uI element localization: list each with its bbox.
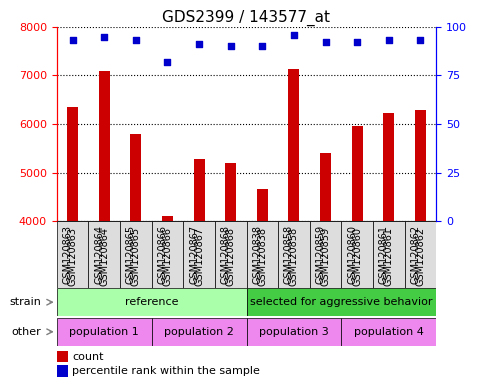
Text: GSM120859: GSM120859 [320,227,331,286]
Text: GSM120866: GSM120866 [162,227,173,286]
Bar [310,221,341,288]
Text: other: other [11,327,41,337]
Point [195,41,203,48]
Bar [341,221,373,288]
Bar [99,71,109,221]
Text: GSM120859: GSM120859 [316,225,325,284]
Bar [152,318,246,346]
Text: GSM120866: GSM120866 [157,225,168,283]
Text: population 1: population 1 [70,327,139,337]
Point [417,37,424,43]
Bar [246,221,278,288]
Text: GSM120860: GSM120860 [352,227,362,286]
Bar [320,153,331,221]
Text: GSM120858: GSM120858 [284,225,294,284]
Text: population 2: population 2 [164,327,234,337]
Bar [57,221,88,288]
Text: GSM120862: GSM120862 [411,225,421,284]
Bar [257,189,268,221]
Text: population 4: population 4 [354,327,424,337]
Point [290,31,298,38]
Text: GSM120867: GSM120867 [194,227,204,286]
Text: reference: reference [125,297,178,307]
Bar [67,107,78,221]
Bar [415,111,426,221]
Text: GSM120864: GSM120864 [99,227,109,286]
Text: GSM120865: GSM120865 [126,225,136,284]
Text: GSM120860: GSM120860 [347,225,357,283]
Bar [57,318,152,346]
Bar [162,216,173,221]
Bar [278,221,310,288]
Text: GSM120858: GSM120858 [289,227,299,286]
Text: GSM120863: GSM120863 [63,225,72,283]
Point [164,59,172,65]
Bar [373,221,405,288]
Bar [57,351,68,362]
Bar [120,221,152,288]
Bar [288,69,299,221]
Bar [246,318,341,346]
Text: GSM120862: GSM120862 [416,227,425,286]
Point [132,37,140,43]
Bar [152,221,183,288]
Bar [215,221,246,288]
Point [100,33,108,40]
Bar [130,134,141,221]
Point [385,37,393,43]
Text: GSM120838: GSM120838 [257,227,267,286]
Text: GSM120863: GSM120863 [68,227,77,286]
Point [353,39,361,45]
Bar [194,159,205,221]
Text: GSM120867: GSM120867 [189,225,199,284]
Text: GSM120868: GSM120868 [226,227,236,286]
Bar [341,318,436,346]
Title: GDS2399 / 143577_at: GDS2399 / 143577_at [163,9,330,25]
Bar [57,366,68,377]
Text: GSM120838: GSM120838 [252,225,262,283]
Point [227,43,235,50]
Point [69,37,76,43]
Bar [384,113,394,221]
Text: population 3: population 3 [259,327,329,337]
Text: GSM120864: GSM120864 [94,225,104,283]
Bar [225,163,236,221]
Point [258,43,266,50]
Text: percentile rank within the sample: percentile rank within the sample [72,366,260,376]
Point [321,39,329,45]
Bar [352,126,363,221]
Bar [57,288,246,316]
Text: GSM120861: GSM120861 [384,227,394,286]
Text: GSM120861: GSM120861 [379,225,389,283]
Bar [246,288,436,316]
Bar [405,221,436,288]
Text: selected for aggressive behavior: selected for aggressive behavior [250,297,433,307]
Text: strain: strain [9,297,41,307]
Bar [183,221,215,288]
Text: count: count [72,352,104,362]
Text: GSM120865: GSM120865 [131,227,141,286]
Bar [88,221,120,288]
Text: GSM120868: GSM120868 [221,225,231,283]
